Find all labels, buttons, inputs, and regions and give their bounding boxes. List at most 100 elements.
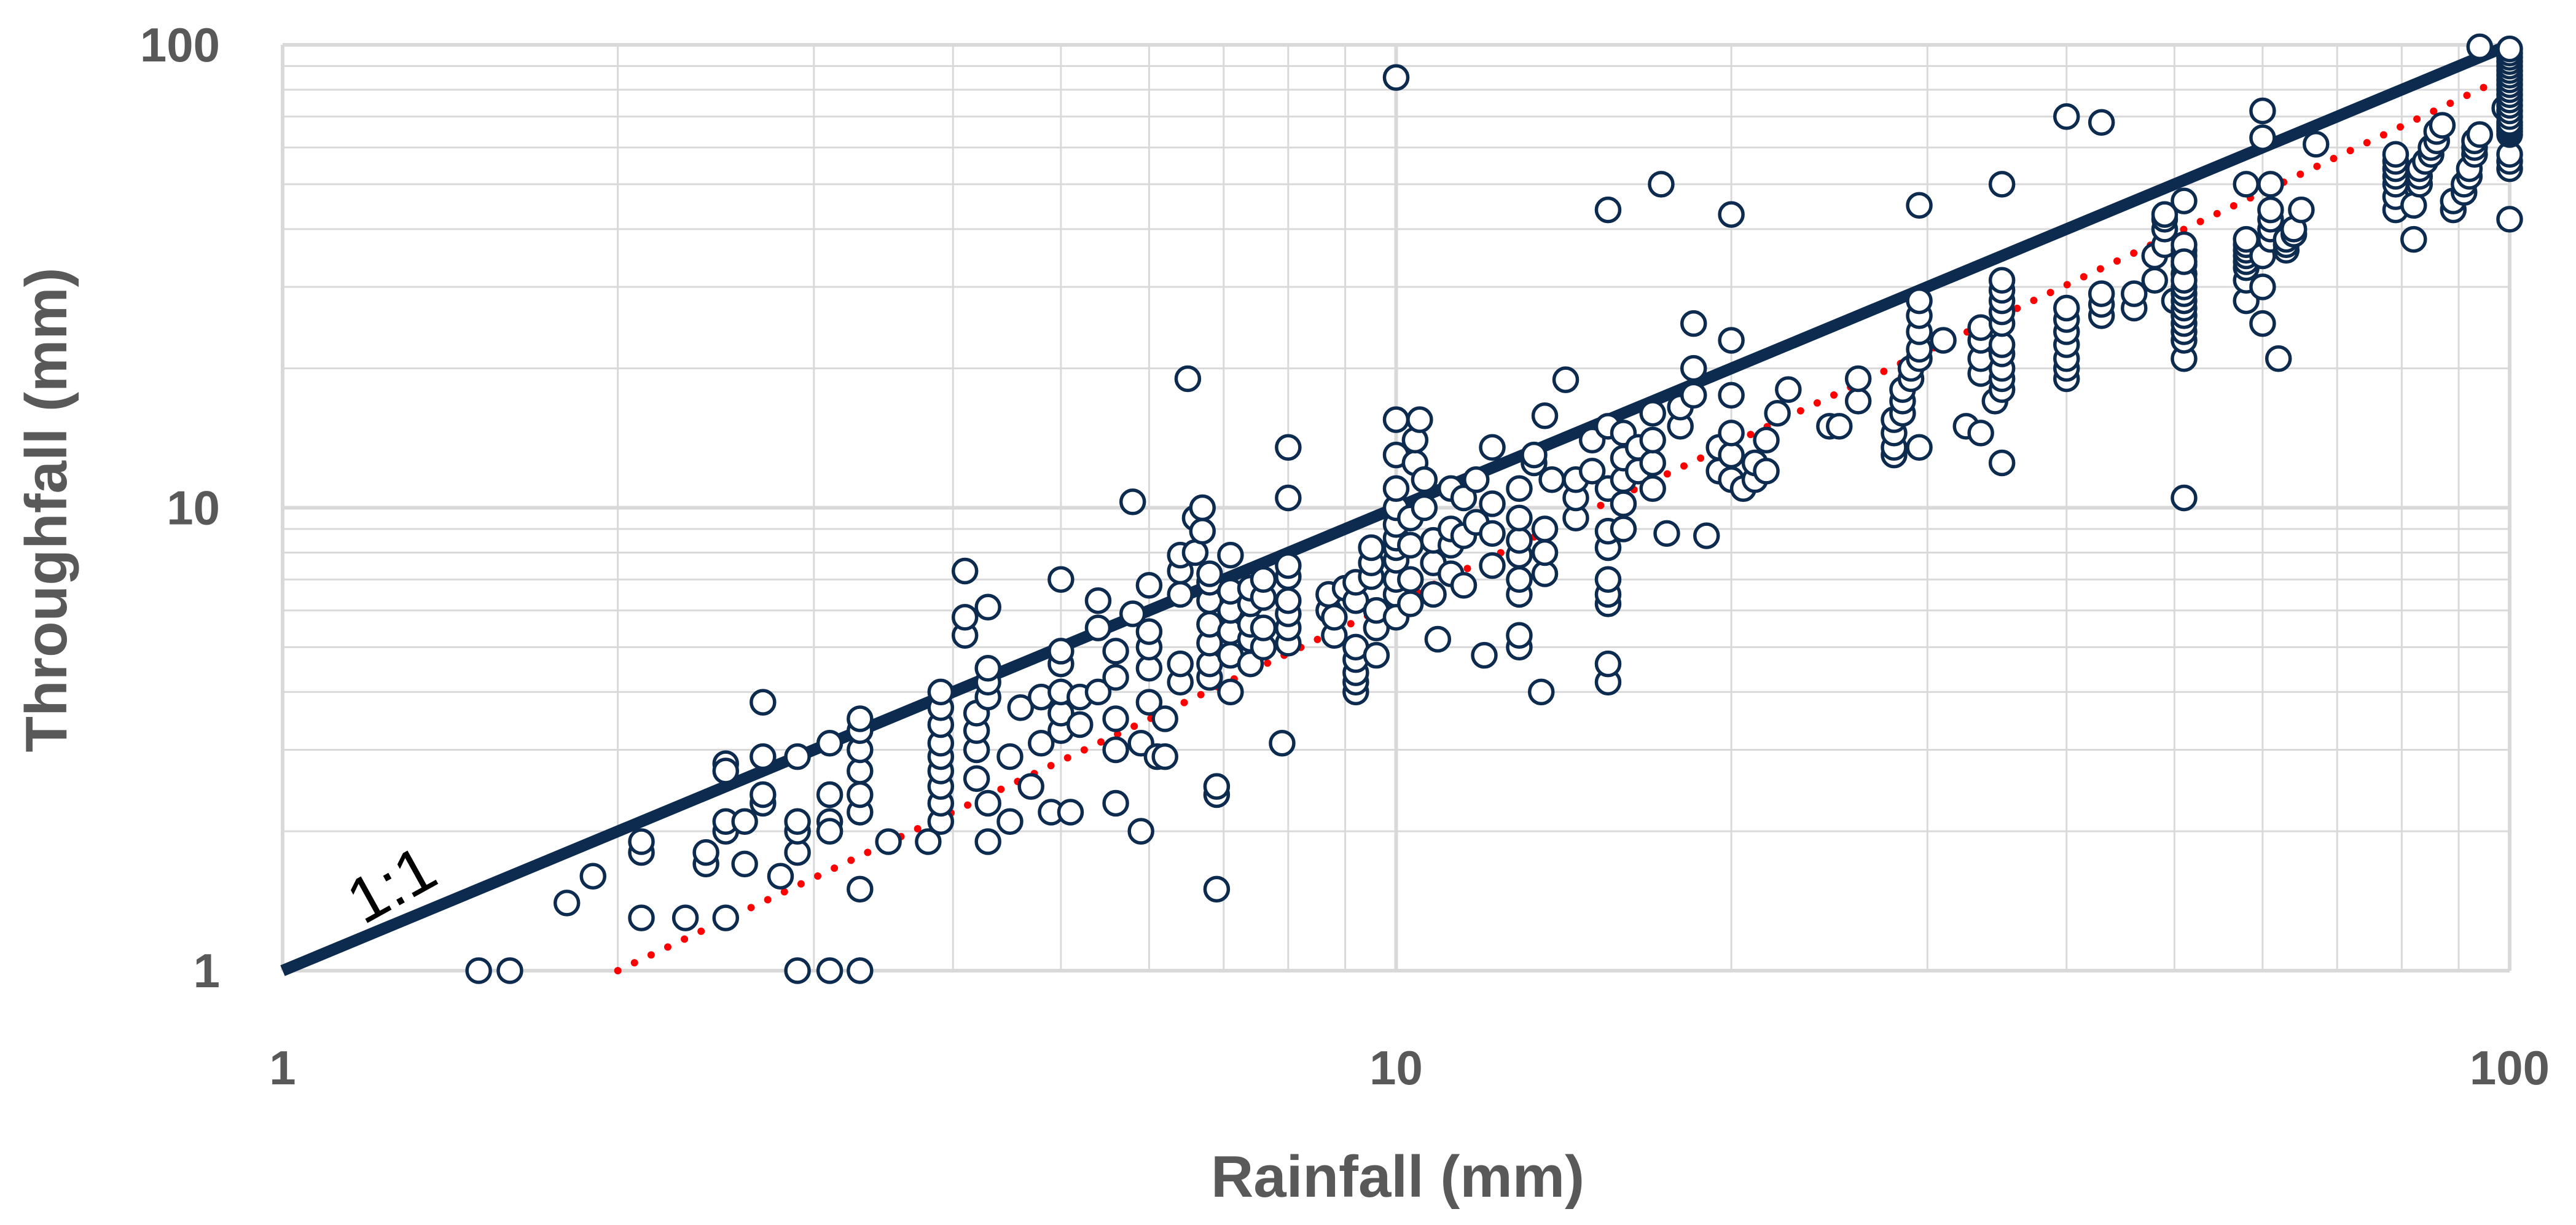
- data-point: [1753, 458, 1780, 485]
- data-point: [1531, 402, 1559, 429]
- data-point: [1844, 365, 1872, 393]
- data-point: [2400, 225, 2427, 253]
- data-point: [750, 689, 777, 716]
- data-point: [1217, 541, 1244, 569]
- data-point: [2249, 310, 2276, 337]
- data-point: [1506, 475, 1533, 503]
- x-tick-label: 10: [1369, 1041, 1423, 1095]
- data-point: [974, 789, 1001, 817]
- data-point: [1424, 625, 1452, 653]
- data-point: [1552, 366, 1580, 393]
- data-point: [1406, 406, 1433, 433]
- data-point: [2171, 248, 2198, 275]
- data-point: [1397, 531, 1424, 559]
- data-point: [671, 904, 699, 931]
- data-point: [1397, 566, 1424, 593]
- data-point: [1906, 434, 1933, 461]
- data-point: [1397, 590, 1424, 617]
- data-point: [1653, 520, 1680, 547]
- data-point: [2265, 345, 2292, 372]
- data-point: [1594, 196, 1622, 224]
- data-point: [2151, 201, 2179, 228]
- data-point: [974, 655, 1001, 682]
- data-point: [963, 765, 990, 793]
- data-point: [1102, 705, 1129, 732]
- data-point: [816, 730, 844, 757]
- data-point: [2429, 112, 2456, 139]
- data-point: [1102, 638, 1129, 665]
- y-axis-title: Throughfall (mm): [14, 267, 79, 752]
- data-point: [628, 904, 655, 931]
- data-point: [1250, 566, 1277, 593]
- data-point: [1084, 587, 1112, 614]
- data-point: [1411, 494, 1438, 522]
- data-point: [1027, 730, 1055, 757]
- data-point: [847, 781, 874, 808]
- data-point: [1017, 773, 1044, 800]
- data-point: [2466, 121, 2494, 148]
- data-point: [2088, 109, 2115, 136]
- data-point: [1382, 475, 1410, 503]
- data-point: [1174, 365, 1202, 393]
- data-point: [1826, 413, 1853, 440]
- data-point: [1102, 663, 1129, 691]
- data-point: [1906, 192, 1933, 219]
- data-point: [2088, 280, 2115, 307]
- data-point: [1479, 552, 1506, 579]
- data-point: [2141, 267, 2168, 294]
- data-point: [1102, 789, 1129, 817]
- data-point: [1639, 475, 1666, 503]
- data-point: [1420, 581, 1447, 608]
- data-point: [1067, 711, 1094, 738]
- data-point: [996, 808, 1024, 835]
- data-point: [712, 757, 740, 785]
- data-point: [2171, 484, 2198, 512]
- data-point: [1610, 490, 1637, 517]
- data-point: [1196, 560, 1223, 587]
- data-point: [1718, 441, 1745, 469]
- data-point: [2171, 187, 2198, 214]
- data-point: [496, 957, 523, 984]
- data-point: [1967, 314, 1994, 342]
- data-point: [1275, 552, 1302, 579]
- data-point: [1967, 420, 1994, 447]
- data-point: [1531, 515, 1559, 542]
- data-point: [915, 828, 942, 855]
- data-point: [875, 828, 902, 855]
- data-point: [1189, 494, 1216, 522]
- data-point: [731, 850, 758, 878]
- data-point: [2257, 196, 2284, 224]
- data-point: [1906, 287, 1933, 315]
- data-point: [1382, 64, 1410, 91]
- data-point: [1047, 638, 1075, 665]
- data-point: [553, 890, 581, 917]
- data-point: [628, 828, 655, 855]
- data-point: [1135, 618, 1163, 645]
- data-point: [1167, 650, 1194, 678]
- data-point: [847, 957, 874, 984]
- data-point: [1127, 818, 1154, 845]
- data-point: [1471, 641, 1498, 669]
- data-point: [1450, 484, 1478, 512]
- data-point: [1506, 504, 1533, 532]
- data-point: [1648, 171, 1675, 198]
- data-point: [2053, 103, 2080, 130]
- data-point: [1135, 689, 1163, 716]
- data-point: [1610, 515, 1637, 542]
- data-point: [2233, 171, 2260, 198]
- x-tick-label: 1: [269, 1041, 296, 1095]
- data-point: [731, 808, 758, 835]
- data-point: [847, 705, 874, 732]
- one-to-one-label: 1:1: [335, 832, 448, 938]
- data-point: [1844, 388, 1872, 415]
- data-point: [1594, 650, 1622, 678]
- data-point: [1275, 587, 1302, 614]
- data-point: [1680, 310, 1707, 337]
- data-point: [2496, 35, 2523, 63]
- data-point: [927, 678, 955, 706]
- data-point: [1538, 466, 1565, 493]
- data-point: [816, 818, 844, 845]
- data-point: [1119, 600, 1146, 627]
- data-point: [750, 781, 777, 808]
